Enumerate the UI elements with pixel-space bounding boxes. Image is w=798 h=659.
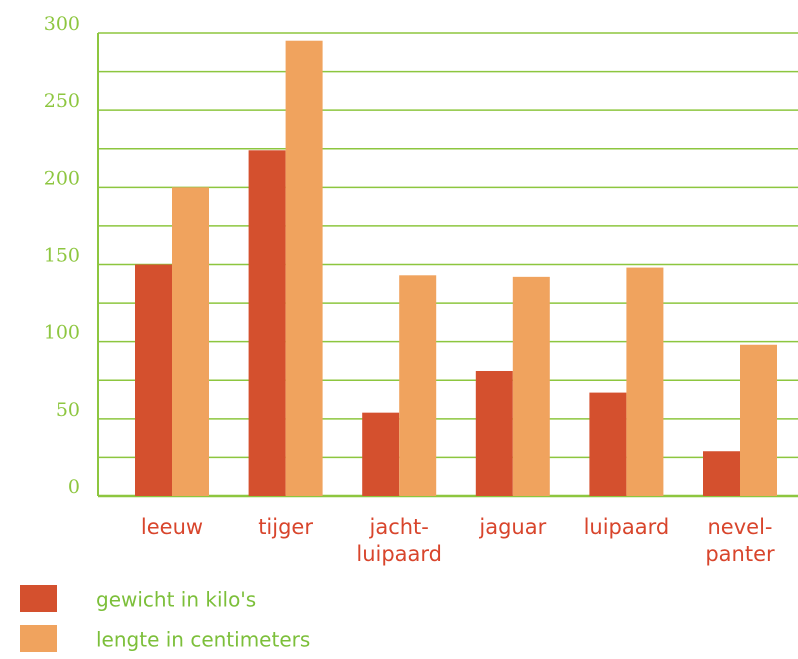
x-tick-label: nevel- panter	[705, 515, 775, 566]
bar	[475, 370, 513, 496]
y-tick-label: 150	[44, 245, 80, 267]
bar	[135, 264, 172, 496]
bar	[285, 40, 323, 496]
y-tick-label: 100	[44, 322, 80, 344]
y-tick-label: 0	[68, 476, 80, 498]
bar	[362, 412, 400, 496]
bar	[172, 187, 209, 497]
y-tick-label: 250	[44, 90, 80, 112]
x-tick-label: tijger	[258, 515, 313, 539]
legend-swatch	[20, 585, 57, 612]
x-tick-label: luipaard	[583, 515, 670, 539]
bar	[512, 276, 550, 496]
legend-label: lengte in centimeters	[96, 628, 310, 652]
legend-label: gewicht in kilo's	[96, 588, 256, 612]
x-tick-label: jaguar	[479, 515, 547, 539]
bar	[589, 392, 627, 496]
legend-swatch	[20, 625, 57, 652]
y-tick-label: 300	[44, 13, 80, 35]
y-tick-label: 200	[44, 167, 80, 189]
bar	[740, 344, 777, 496]
bar	[248, 150, 286, 496]
bar	[703, 451, 740, 496]
bar	[626, 267, 664, 496]
x-tick-label: jacht- luipaard	[356, 515, 442, 566]
x-tick-label: leeuw	[140, 515, 204, 539]
y-tick-label: 50	[56, 399, 80, 421]
bar	[399, 275, 437, 496]
